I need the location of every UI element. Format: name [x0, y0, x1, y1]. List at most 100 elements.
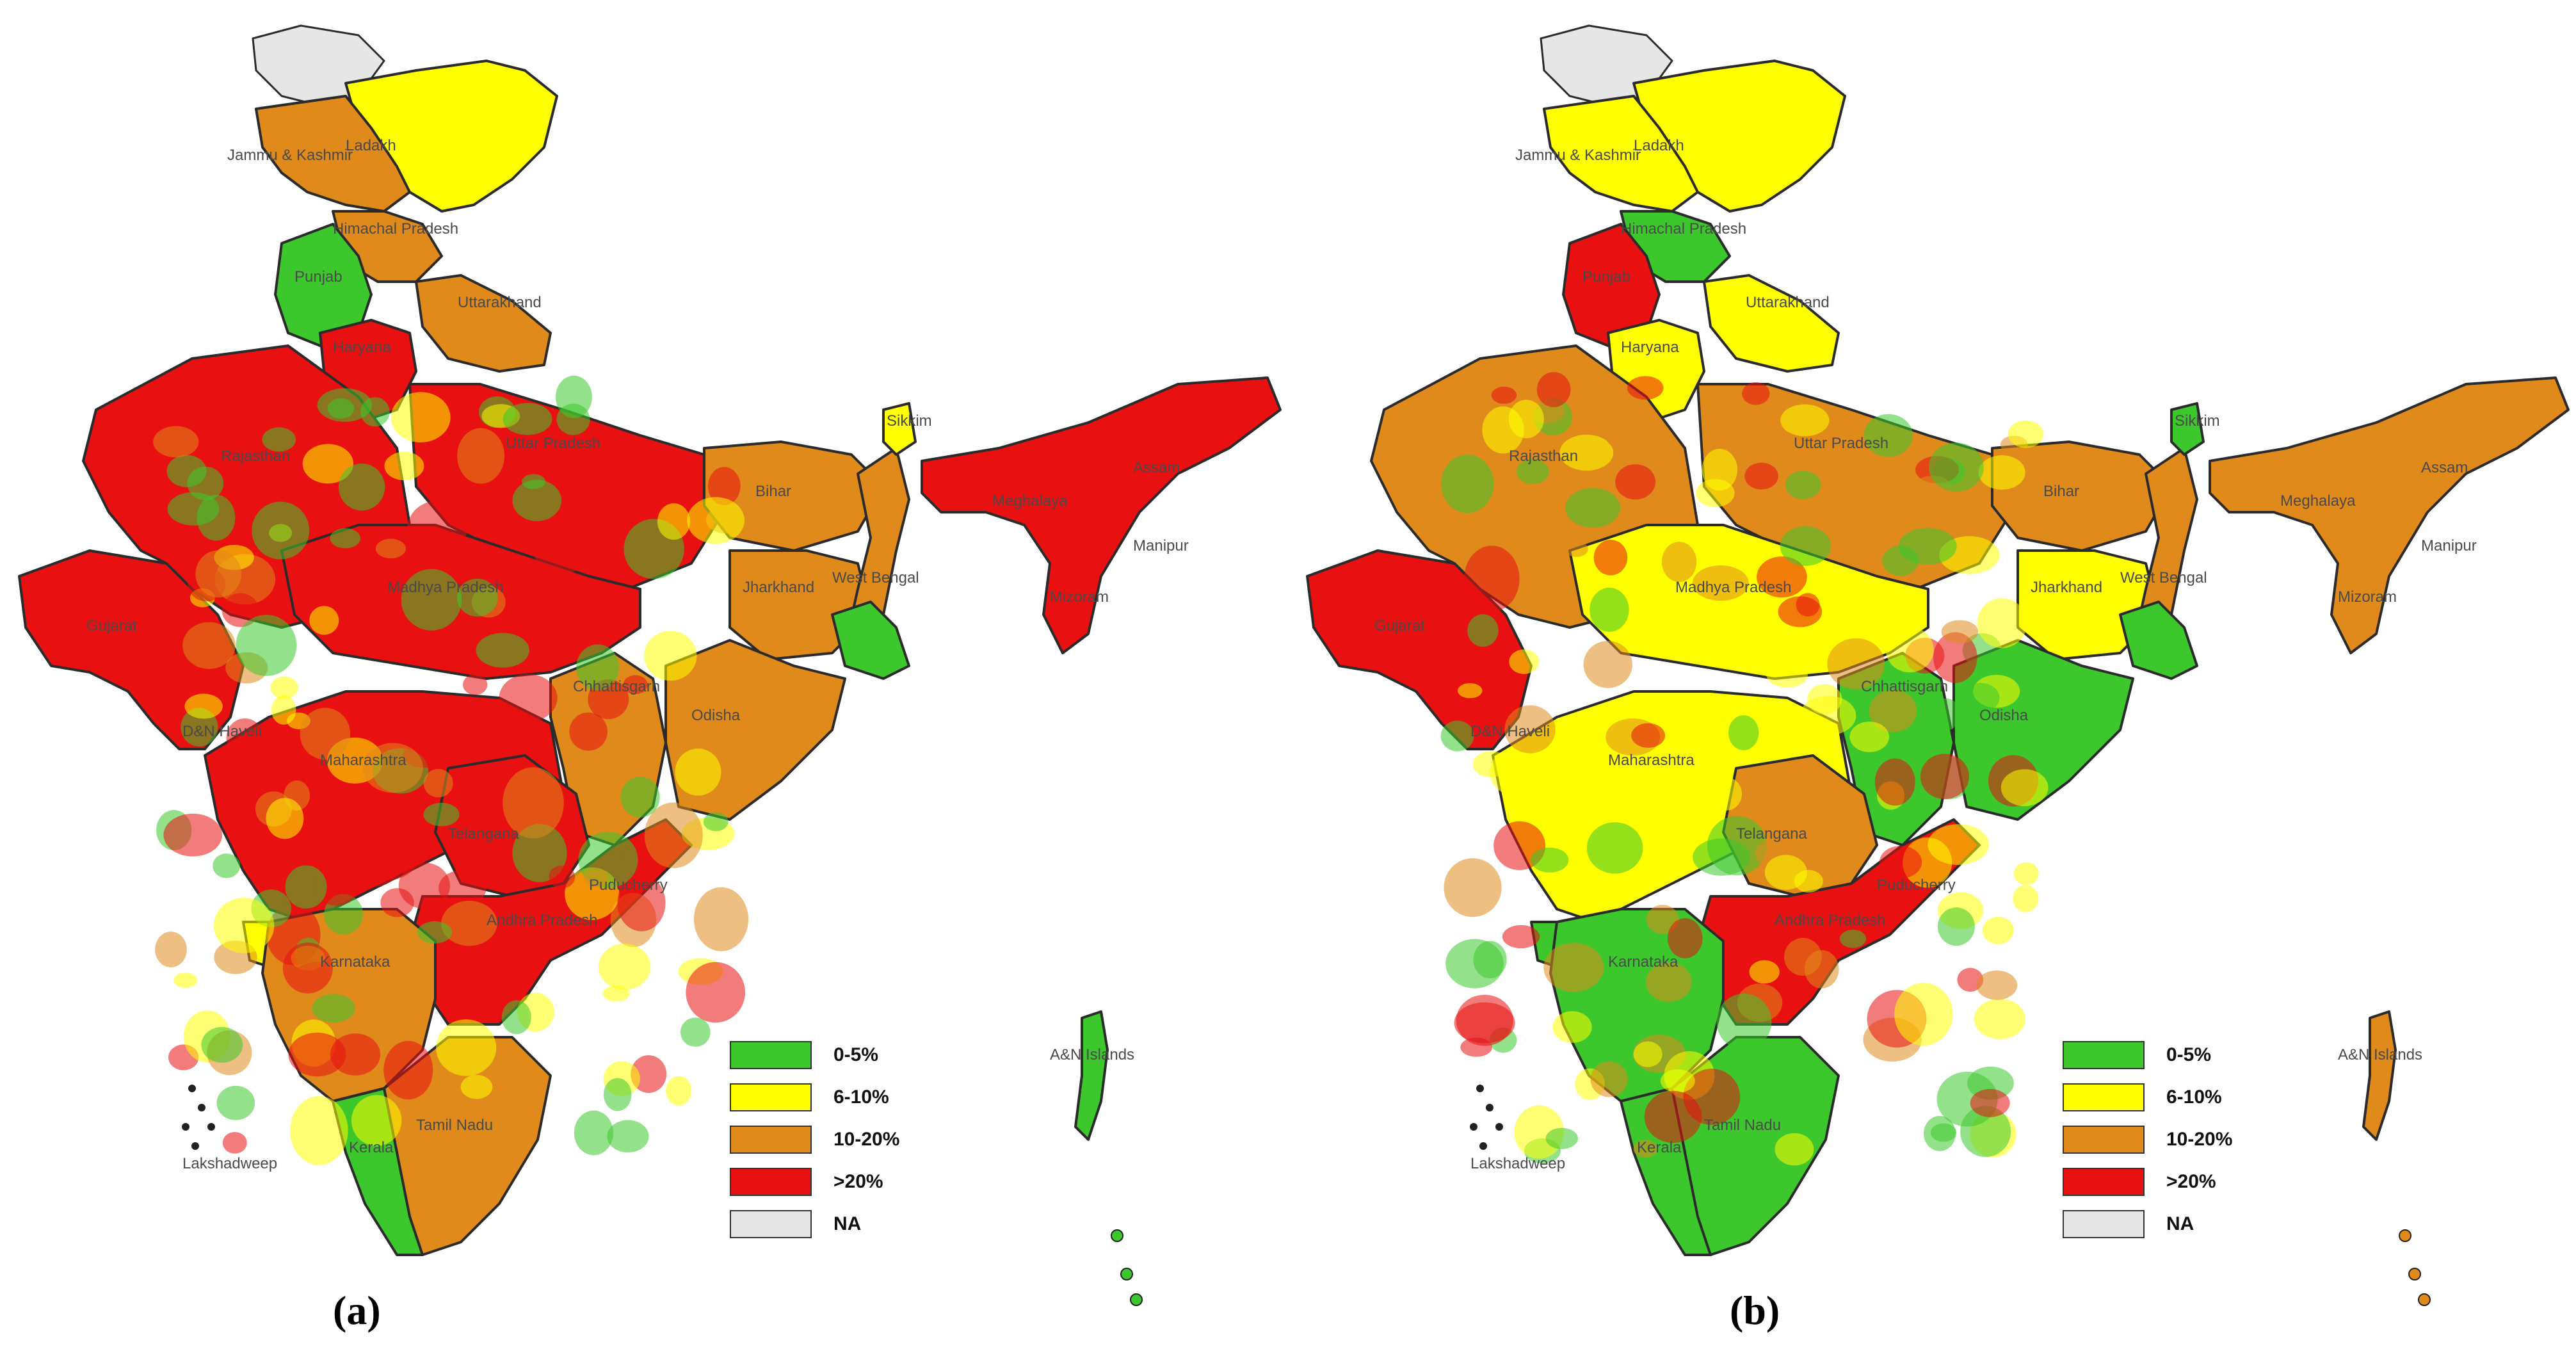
district-patch	[533, 528, 592, 574]
district-patch	[1764, 855, 1807, 890]
district-patch	[687, 497, 745, 544]
district-patch	[2013, 862, 2039, 885]
district-patch	[1780, 404, 1830, 437]
district-patch	[262, 427, 296, 452]
district-patch	[271, 695, 296, 725]
district-patch	[463, 674, 488, 695]
legend-item: 0-5%	[730, 1034, 899, 1076]
district-patch	[1864, 414, 1913, 457]
state-label-karnataka: Karnataka	[1608, 953, 1678, 971]
state-label-mizoram: Mizoram	[1050, 588, 1109, 606]
district-patch	[1716, 993, 1772, 1050]
district-patch	[401, 569, 462, 631]
district-patch	[1885, 627, 1934, 673]
district-patch	[1930, 1123, 1957, 1142]
state-label-haryana: Haryana	[333, 339, 391, 356]
state-label-dnh: D&N Haveli	[1470, 723, 1550, 740]
district-patch	[1696, 479, 1735, 508]
district-patch	[644, 631, 697, 681]
district-patch	[1849, 722, 1890, 752]
district-patch	[675, 748, 721, 796]
district-patch	[521, 474, 546, 489]
district-patch	[288, 1032, 346, 1077]
district-patch	[512, 823, 567, 882]
district-patch	[457, 428, 505, 484]
legend-swatch	[2063, 1041, 2145, 1069]
district-patch	[383, 1040, 433, 1100]
district-patch	[708, 467, 741, 506]
district-patch	[460, 1074, 493, 1099]
district-patch	[182, 622, 236, 669]
district-patch	[1928, 442, 1984, 492]
district-patch	[1693, 838, 1751, 876]
district-patch	[1933, 632, 1977, 683]
district-patch	[623, 675, 648, 695]
district-patch	[1749, 960, 1780, 984]
district-patch	[236, 615, 297, 676]
district-patch	[2013, 885, 2039, 912]
state-label-an-islands: A&N Islands	[2338, 1046, 2422, 1063]
district-patch	[569, 712, 608, 751]
district-patch	[501, 1000, 531, 1035]
district-patch	[1509, 649, 1540, 674]
state-label-an-islands: A&N Islands	[1050, 1046, 1134, 1063]
state-label-chhattisgarh: Chhattisgarh	[573, 678, 660, 695]
district-patch	[1920, 754, 1970, 800]
district-patch	[1590, 587, 1629, 632]
region-wb_south	[831, 601, 910, 680]
region-sikkim	[882, 402, 917, 456]
state-label-gujarat: Gujarat	[1374, 617, 1425, 634]
state-label-ladakh: Ladakh	[1634, 137, 1684, 154]
state-label-sikkim: Sikkim	[887, 412, 932, 430]
district-patch	[407, 501, 467, 558]
district-patch	[1742, 382, 1770, 405]
district-patch	[1785, 471, 1821, 499]
district-patch	[423, 802, 460, 827]
district-patches	[148, 375, 749, 1165]
state-label-tamil-nadu: Tamil Nadu	[416, 1117, 493, 1134]
state-label-bihar: Bihar	[2043, 483, 2079, 500]
district-patch	[1444, 858, 1502, 917]
state-label-karnataka: Karnataka	[320, 953, 390, 971]
legend-item: >20%	[2063, 1161, 2232, 1203]
district-patch	[1633, 1041, 1662, 1067]
district-patch	[351, 1095, 402, 1146]
district-patch	[155, 932, 187, 967]
legend: 0-5% 6-10% 10-20% >20% NA	[730, 1034, 899, 1245]
district-patch	[252, 501, 310, 560]
district-patch	[436, 1019, 497, 1076]
district-patch	[327, 398, 355, 419]
legend-label: NA	[2166, 1213, 2194, 1234]
district-patch	[1633, 1140, 1658, 1158]
district-patch	[282, 942, 333, 994]
state-label-puducherry: Puducherry	[589, 876, 668, 894]
state-label-madhya-pradesh: Madhya Pradesh	[1675, 579, 1791, 596]
district-patch	[644, 802, 703, 868]
district-patch	[476, 633, 529, 668]
district-patch	[213, 853, 241, 878]
district-patch	[1728, 715, 1759, 750]
district-patch	[617, 875, 666, 932]
state-label-chhattisgarh: Chhattisgarh	[1861, 678, 1948, 695]
district-patch	[1607, 428, 1636, 449]
district-regions	[1306, 24, 2570, 1306]
state-label-jammu-kashmir: Jammu & Kashmir	[1515, 147, 1641, 164]
state-label-odisha: Odisha	[691, 707, 741, 724]
district-regions	[18, 24, 1282, 1306]
legend-swatch	[730, 1168, 812, 1196]
panel-caption: (b)	[1730, 1288, 1780, 1333]
district-patch	[380, 888, 414, 917]
island-dot	[1111, 1229, 1123, 1242]
state-label-bihar: Bihar	[755, 483, 791, 500]
district-patch	[222, 1131, 247, 1154]
state-label-assam: Assam	[1133, 459, 1180, 476]
district-patch	[1970, 1088, 2010, 1117]
district-patch	[362, 743, 423, 793]
district-patch	[1712, 777, 1742, 811]
district-patch	[499, 674, 558, 722]
island-dot	[1120, 1268, 1133, 1280]
district-patch	[1464, 545, 1520, 612]
district-patch	[285, 865, 327, 909]
